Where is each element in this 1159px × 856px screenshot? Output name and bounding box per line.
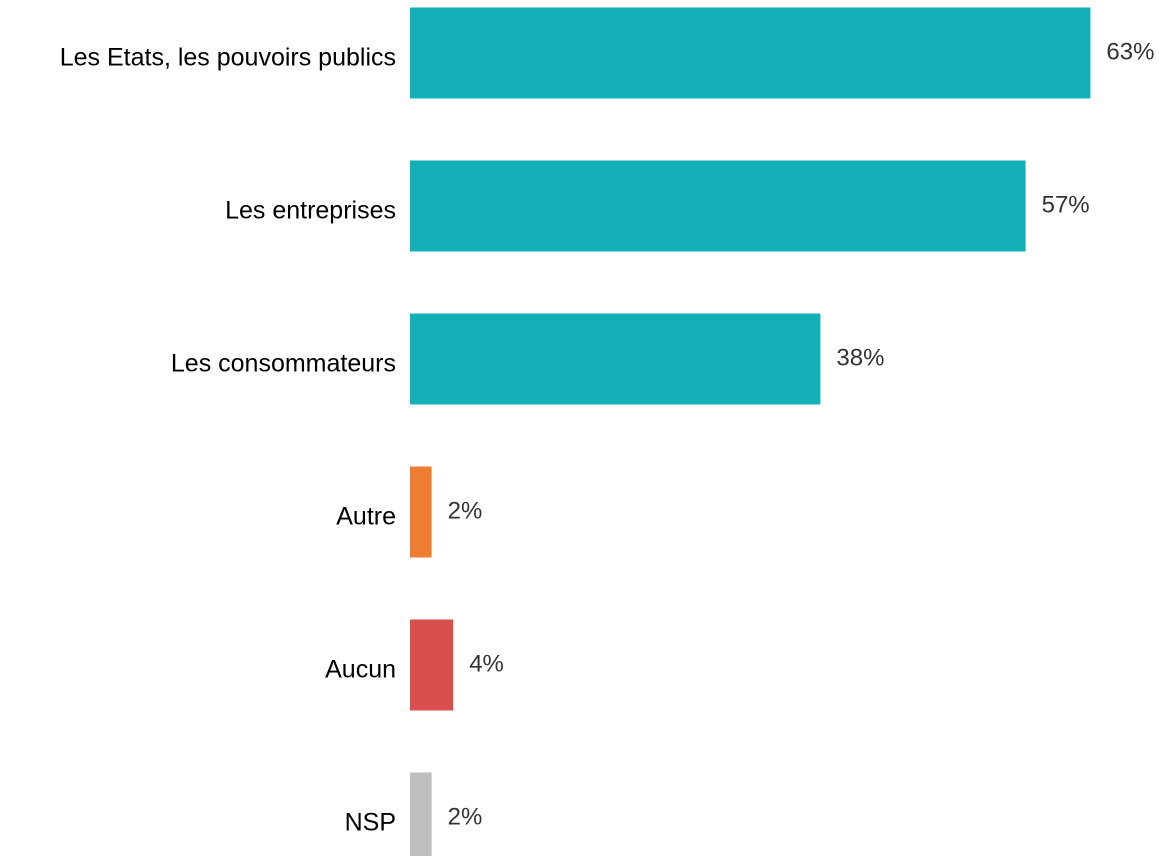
value-label: 63%: [1106, 38, 1154, 65]
value-label: 2%: [448, 497, 483, 524]
category-label: Aucun: [325, 656, 396, 684]
value-label: 38%: [836, 344, 884, 371]
bar: [410, 772, 432, 856]
bar: [410, 619, 454, 711]
category-label: Les consommateurs: [171, 350, 396, 378]
value-label: 57%: [1042, 191, 1090, 218]
category-label: Les Etats, les pouvoirs publics: [60, 44, 396, 72]
category-label: NSP: [345, 809, 396, 837]
category-label: Les entreprises: [225, 197, 396, 225]
bar: [410, 466, 432, 558]
value-label: 4%: [469, 650, 504, 677]
value-label: 2%: [448, 803, 483, 830]
bar: [410, 160, 1026, 252]
bar: [410, 7, 1091, 99]
category-label: Autre: [336, 503, 396, 531]
bar: [410, 313, 821, 405]
